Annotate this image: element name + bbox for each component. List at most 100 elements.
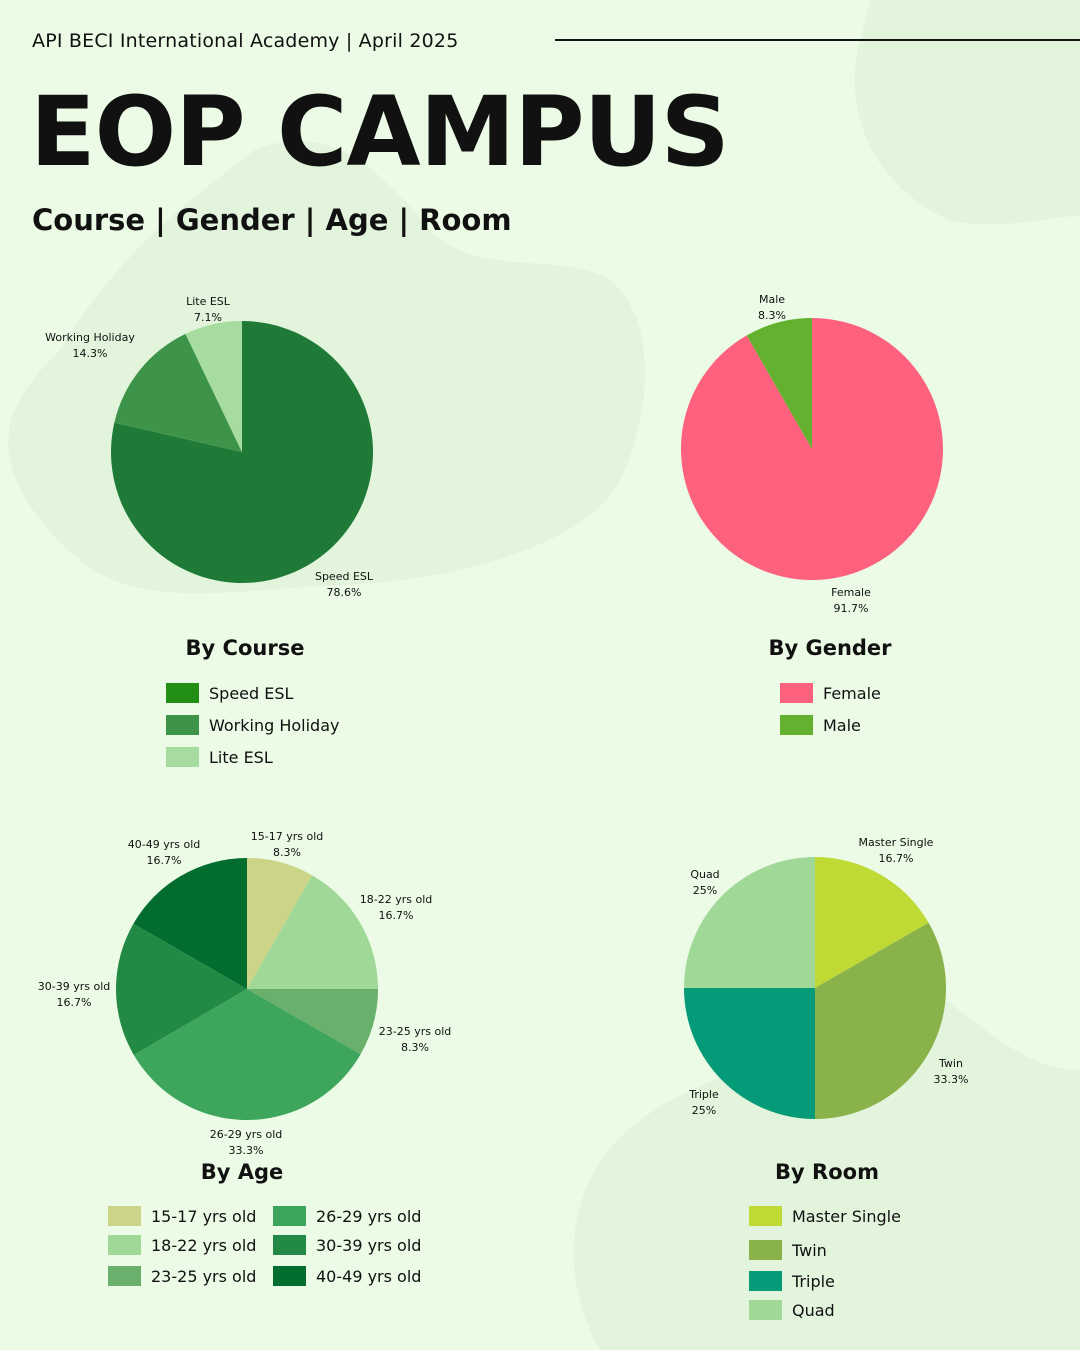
age-slice-label-40-49-yrs-old: 40-49 yrs old — [128, 838, 201, 851]
room-legend-label: Master Single — [792, 1206, 901, 1226]
room-legend-item-twin: Twin — [749, 1240, 827, 1260]
room-legend-item-triple: Triple — [749, 1271, 835, 1291]
course-chart-title: By Course — [185, 636, 305, 660]
room-legend-swatch — [749, 1240, 782, 1260]
room-legend-item-master-single: Master Single — [749, 1206, 901, 1226]
age-legend-label: 23-25 yrs old — [151, 1266, 257, 1286]
gender-legend-label: Female — [823, 683, 881, 703]
age-legend-item-23-25-yrs-old: 23-25 yrs old — [108, 1266, 256, 1286]
age-slice-label-26-29-yrs-old: 26-29 yrs old — [210, 1128, 283, 1141]
course-legend-swatch — [166, 747, 199, 767]
course-slice-label-lite-esl: Lite ESL — [186, 295, 231, 308]
course-slice-value-working-holiday: 14.3% — [73, 347, 108, 360]
room-slice-label-quad: Quad — [690, 868, 719, 881]
course-slice-working-holiday — [114, 333, 242, 452]
age-slice-value-30-39-yrs-old: 16.7% — [57, 996, 92, 1009]
course-legend-swatch — [166, 683, 199, 703]
age-legend-label: 18-22 yrs old — [151, 1235, 257, 1255]
org-date-label: API BECI International Academy | April 2… — [32, 30, 459, 52]
age-slice-value-40-49-yrs-old: 16.7% — [147, 854, 182, 867]
age-legend-item-26-29-yrs-old: 26-29 yrs old — [273, 1206, 421, 1226]
age-legend-swatch — [108, 1235, 141, 1255]
gender-legend-item-female: Female — [780, 683, 881, 703]
course-slice-label-working-holiday: Working Holiday — [45, 331, 135, 344]
room-slice-value-twin: 33.3% — [934, 1073, 969, 1086]
age-slice-15-17-yrs-old — [247, 858, 313, 989]
course-legend-item-working-holiday: Working Holiday — [166, 715, 339, 735]
room-legend-swatch — [749, 1206, 782, 1226]
room-slice-quad — [684, 857, 815, 988]
age-legend-label: 40-49 yrs old — [316, 1266, 422, 1286]
room-slice-triple — [684, 988, 815, 1119]
age-legend-swatch — [273, 1266, 306, 1286]
age-slice-label-18-22-yrs-old: 18-22 yrs old — [360, 893, 433, 906]
course-slice-label-speed-esl: Speed ESL — [315, 570, 374, 583]
room-legend-label: Quad — [792, 1300, 835, 1320]
age-slice-label-23-25-yrs-old: 23-25 yrs old — [379, 1025, 452, 1038]
room-slice-value-triple: 25% — [692, 1104, 716, 1117]
gender-legend-swatch — [780, 683, 813, 703]
gender-legend-swatch — [780, 715, 813, 735]
bg-blob-bottom-right — [573, 990, 1080, 1350]
age-slice-40-49-yrs-old — [133, 858, 247, 989]
course-legend-item-speed-esl: Speed ESL — [166, 683, 293, 703]
gender-legend-item-male: Male — [780, 715, 861, 735]
age-slice-value-18-22-yrs-old: 16.7% — [379, 909, 414, 922]
course-slice-value-lite-esl: 7.1% — [194, 311, 222, 324]
room-slice-value-master-single: 16.7% — [879, 852, 914, 865]
age-slice-26-29-yrs-old — [133, 989, 361, 1120]
age-chart-title: By Age — [200, 1160, 284, 1184]
course-legend-label: Speed ESL — [209, 683, 294, 703]
gender-slice-value-male: 8.3% — [758, 309, 786, 322]
course-slice-lite-esl — [185, 321, 242, 452]
room-chart-title: By Room — [775, 1160, 879, 1184]
age-slice-value-23-25-yrs-old: 8.3% — [401, 1041, 429, 1054]
age-slice-value-26-29-yrs-old: 33.3% — [229, 1144, 264, 1157]
gender-slice-female — [680, 318, 943, 580]
room-legend-swatch — [749, 1300, 782, 1320]
room-slice-twin — [815, 922, 947, 1119]
room-slice-label-triple: Triple — [688, 1088, 719, 1101]
gender-chart-title: By Gender — [768, 636, 892, 660]
age-slice-label-15-17-yrs-old: 15-17 yrs old — [251, 830, 324, 843]
age-legend-swatch — [273, 1235, 306, 1255]
gender-legend-label: Male — [823, 715, 861, 735]
age-legend-item-30-39-yrs-old: 30-39 yrs old — [273, 1235, 421, 1255]
page-subtitle: Course | Gender | Age | Room — [32, 203, 512, 237]
age-slice-value-15-17-yrs-old: 8.3% — [273, 846, 301, 859]
room-slice-label-twin: Twin — [938, 1057, 963, 1070]
room-legend-swatch — [749, 1271, 782, 1291]
gender-slice-label-female: Female — [831, 586, 871, 599]
age-slice-23-25-yrs-old — [247, 989, 378, 1055]
age-legend-label: 30-39 yrs old — [316, 1235, 422, 1255]
course-slice-speed-esl — [111, 321, 374, 583]
course-slice-value-speed-esl: 78.6% — [327, 586, 362, 599]
age-legend-label: 26-29 yrs old — [316, 1206, 422, 1226]
room-legend-item-quad: Quad — [749, 1300, 835, 1320]
course-legend-label: Lite ESL — [209, 747, 273, 767]
age-legend-item-15-17-yrs-old: 15-17 yrs old — [108, 1206, 256, 1226]
age-slice-30-39-yrs-old — [116, 923, 248, 1055]
room-legend-label: Twin — [792, 1240, 827, 1260]
gender-slice-value-female: 91.7% — [834, 602, 869, 615]
gender-slice-male — [746, 318, 812, 449]
room-slice-value-quad: 25% — [693, 884, 717, 897]
age-legend-swatch — [108, 1206, 141, 1226]
gender-slice-label-male: Male — [759, 293, 785, 306]
age-legend-item-40-49-yrs-old: 40-49 yrs old — [273, 1266, 421, 1286]
course-legend-item-lite-esl: Lite ESL — [166, 747, 273, 767]
room-legend-label: Triple — [792, 1271, 835, 1291]
age-legend-label: 15-17 yrs old — [151, 1206, 257, 1226]
course-legend-swatch — [166, 715, 199, 735]
age-legend-swatch — [108, 1266, 141, 1286]
course-legend-label: Working Holiday — [209, 715, 340, 735]
age-slice-18-22-yrs-old — [247, 875, 378, 989]
bg-blob-top-right — [854, 0, 1080, 225]
header-rule — [555, 39, 1080, 41]
age-legend-swatch — [273, 1206, 306, 1226]
room-slice-master-single — [815, 856, 929, 988]
